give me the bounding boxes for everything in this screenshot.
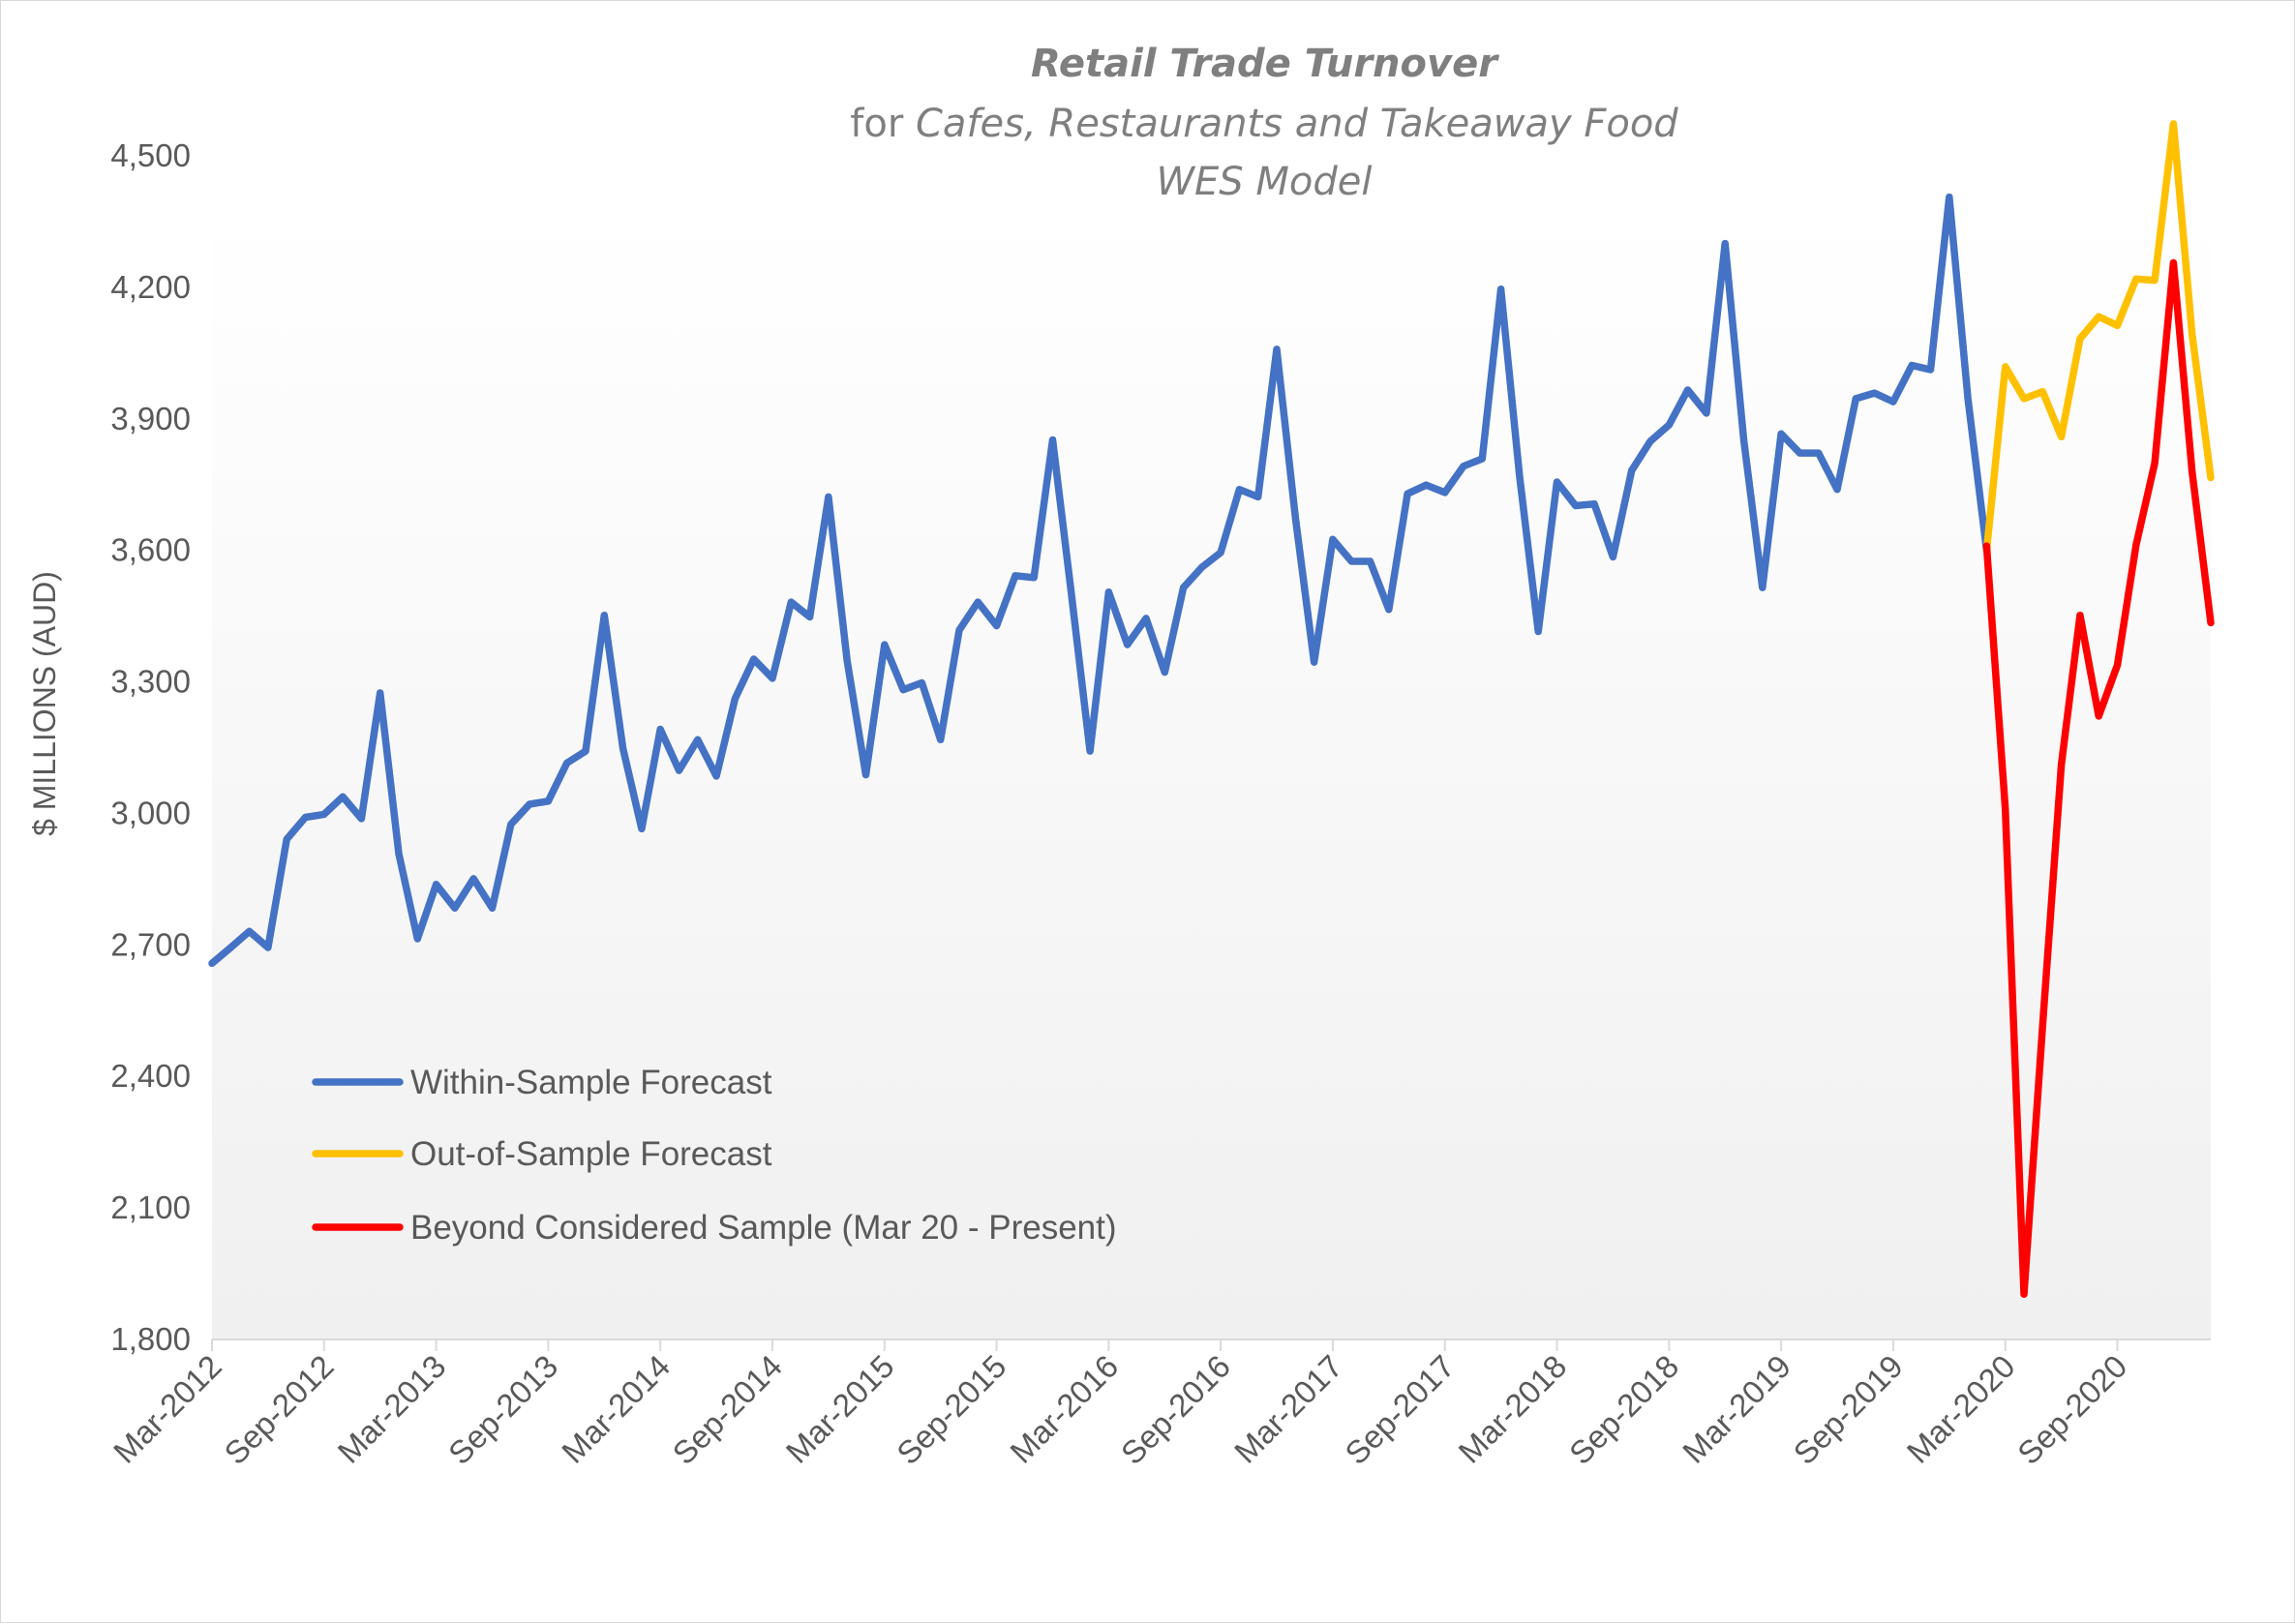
y-tick-label: 4,500 — [110, 137, 191, 173]
legend-item: Within-Sample Forecast — [312, 1064, 772, 1101]
x-tick-label: Mar-2015 — [779, 1348, 901, 1470]
series-line-1 — [208, 193, 1991, 968]
subtitle-prefix: for — [850, 102, 916, 146]
x-tick-label: Sep-2014 — [666, 1348, 789, 1471]
y-tick-label: 3,300 — [110, 664, 191, 700]
x-tick-label: Sep-2013 — [441, 1348, 564, 1471]
x-tick-label: Mar-2012 — [106, 1348, 228, 1470]
y-axis-label: $ MILLIONS (AUD) — [27, 571, 62, 836]
chart-subtitle-2: WES Model — [1156, 160, 1372, 204]
y-tick-label: 3,900 — [110, 401, 191, 436]
x-tick-label: Mar-2019 — [1676, 1348, 1797, 1470]
x-tick-label: Mar-2014 — [555, 1348, 677, 1470]
y-tick-label: 4,200 — [110, 269, 191, 305]
x-tick-label: Sep-2018 — [1562, 1348, 1685, 1471]
y-tick-label: 2,100 — [110, 1189, 191, 1225]
legend-item: Out-of-Sample Forecast — [312, 1135, 772, 1173]
x-tick-label: Sep-2016 — [1114, 1348, 1237, 1471]
x-tick-label: Mar-2016 — [1003, 1348, 1125, 1470]
chart-title: Retail Trade Turnover — [1031, 42, 1499, 86]
y-tick-label: 2,400 — [110, 1058, 191, 1094]
chart-subtitle: for Cafes, Restaurants and Takeaway Food — [850, 102, 1678, 146]
series-line-3 — [1982, 258, 2215, 1299]
x-tick-label: Mar-2013 — [331, 1348, 453, 1470]
y-tick-label: 1,800 — [110, 1321, 191, 1357]
y-tick-label: 3,600 — [110, 532, 191, 568]
x-tick-label: Mar-2017 — [1227, 1348, 1349, 1470]
legend-label: Beyond Considered Sample (Mar 20 - Prese… — [410, 1209, 1117, 1247]
legend-label: Within-Sample Forecast — [410, 1064, 772, 1101]
x-tick-label: Mar-2020 — [1900, 1348, 2022, 1470]
x-tick-label: Sep-2017 — [1338, 1348, 1461, 1471]
x-tick-label: Sep-2015 — [890, 1348, 1012, 1471]
x-tick-label: Sep-2020 — [2010, 1348, 2133, 1471]
series-line-2 — [1982, 120, 2215, 555]
x-tick-label: Mar-2018 — [1451, 1348, 1573, 1470]
x-tick-label: Sep-2012 — [217, 1348, 340, 1471]
x-tick-label: Sep-2019 — [1786, 1348, 1909, 1471]
y-tick-label: 2,700 — [110, 926, 191, 962]
legend-item: Beyond Considered Sample (Mar 20 - Prese… — [312, 1209, 1117, 1247]
legend-label: Out-of-Sample Forecast — [410, 1135, 772, 1173]
y-tick-label: 3,000 — [110, 795, 191, 830]
subtitle-italic: Cafes, Restaurants and Takeaway Food — [916, 102, 1678, 146]
